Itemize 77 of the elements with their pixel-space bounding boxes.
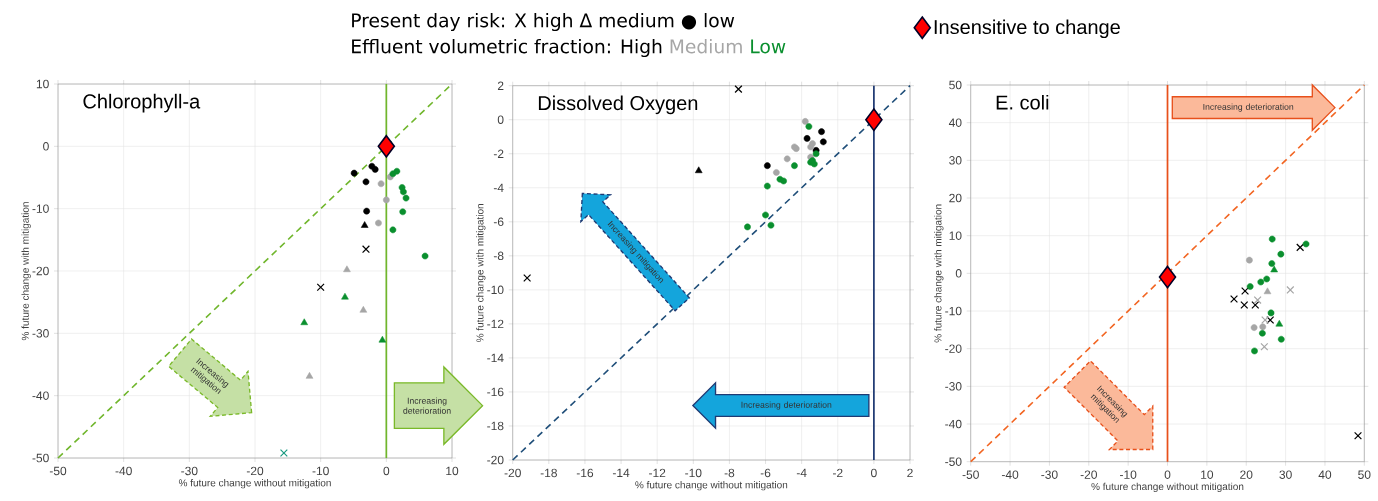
y-tick-label: -8 [493,251,504,261]
y-tick-label: 2 [497,81,504,90]
x-tick-label: -30 [181,466,198,476]
x-tick-label: -20 [1080,470,1097,479]
x-tick-label: -4 [796,468,807,477]
y-tick-label: 0 [43,142,49,151]
y-tick-label: -30 [32,329,49,338]
x-tick-label: -50 [49,466,67,476]
x-tick-label: -20 [504,468,521,478]
x-tick-label: -30 [1041,470,1058,479]
y-tick-label: -6 [493,217,504,227]
x-tick-label: -14 [612,468,630,477]
text: Medium [670,38,742,54]
y-tick-label: 40 [948,118,962,127]
y-tick-label: 50 [949,80,962,90]
x-tick-label: 10 [1201,470,1214,479]
y-tick-label: -50 [945,457,962,466]
x-tick-label: -12 [649,468,666,478]
y-tick-label: 10 [36,79,49,89]
y-tick-label: -10 [32,204,49,213]
x-tick-label: -10 [312,466,329,476]
y-axis-title: % future change with mitigation [476,204,486,342]
x-tick-label: 20 [1240,470,1253,479]
y-tick-label: 20 [949,193,962,203]
annotation: Increasing deterioration [1203,103,1294,112]
y-tick-label: 0 [497,115,504,124]
x-tick-label: -16 [576,468,594,478]
annotation: Increasing deterioration [741,401,832,410]
legend-label: Insensitive to change [934,19,1120,39]
chart-title: Dissolved Oxygen [538,95,698,115]
y-tick-label: 0 [955,269,962,278]
x-tick-label: 0 [1164,470,1171,479]
x-tick-label: 0 [871,468,877,478]
text: Present day risk: X high Δ medium ● low [352,12,735,32]
x-axis-title: % future change without mitigation [178,479,331,489]
chart-title: E. coli [996,94,1049,110]
x-tick-label: -6 [760,468,771,478]
x-axis-title: % future change without mitigation [1091,482,1244,493]
y-tick-label: -14 [487,353,504,363]
x-tick-label: 30 [1279,470,1292,479]
x-tick-label: -50 [962,470,979,479]
x-tick-label: 10 [446,466,459,476]
y-tick-label: -20 [32,266,49,276]
y-tick-label: -18 [487,421,504,431]
x-tick-label: -20 [246,466,264,476]
y-tick-label: -20 [945,344,962,353]
x-tick-label: 0 [383,466,390,476]
y-tick-label: -40 [32,391,49,400]
y-axis-title: % future change with mitigation [21,202,31,341]
y-tick-label: -40 [945,419,962,429]
x-tick-label: -2 [832,468,843,478]
x-tick-label: -18 [540,468,557,478]
y-tick-label: -50 [32,453,49,463]
chart-title: Chlorophyll-a [83,93,201,113]
y-tick-label: -4 [493,183,504,192]
y-tick-label: 10 [949,231,962,240]
x-axis-title: % future change without mitigation [635,481,788,491]
y-tick-label: -16 [487,387,504,397]
y-tick-label: -10 [487,285,504,295]
y-tick-label: 30 [949,156,962,165]
y-tick-label: -30 [945,382,962,391]
x-tick-label: -40 [1001,470,1019,479]
x-tick-label: 2 [907,468,913,478]
y-tick-label: -12 [487,319,504,329]
x-tick-label: 40 [1318,470,1332,479]
x-tick-label: -10 [685,468,702,478]
y-axis-title: % future change with mitigation [934,204,944,343]
x-tick-label: 50 [1358,470,1371,479]
annotation: Increasing deterioration [403,397,451,414]
y-tick-label: -10 [945,306,962,316]
x-tick-label: -40 [115,466,132,476]
x-tick-label: -8 [724,468,735,478]
text: Effluent volumetric fraction: High [352,38,662,58]
text: Low [751,39,786,54]
x-tick-label: -10 [1120,470,1137,479]
y-tick-label: -2 [493,149,504,158]
y-tick-label: -20 [487,455,504,465]
